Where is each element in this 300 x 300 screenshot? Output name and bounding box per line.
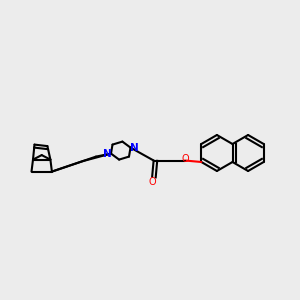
Text: O: O [148,177,156,188]
Text: O: O [182,154,190,164]
Text: N: N [130,142,139,153]
Text: N: N [103,148,112,159]
